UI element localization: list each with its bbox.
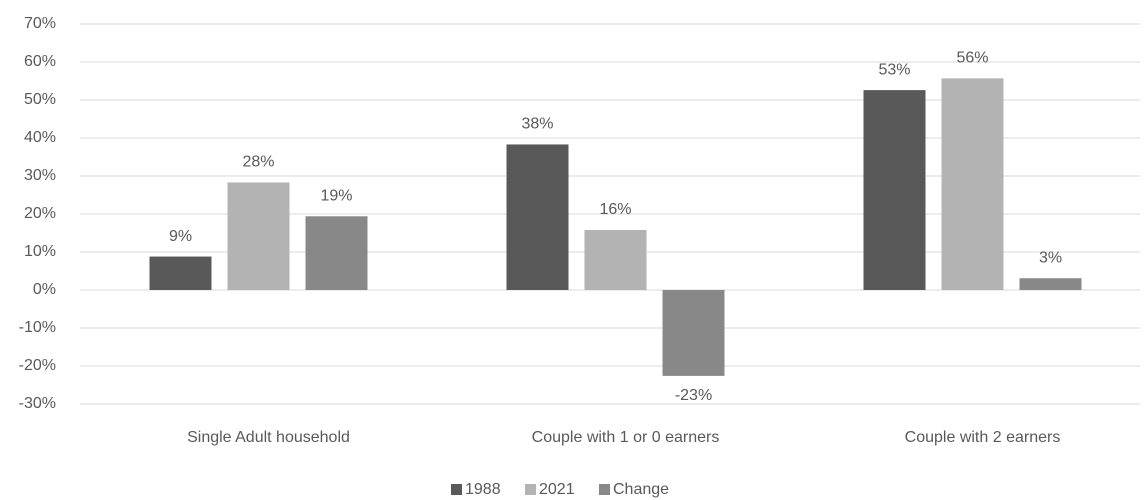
legend-swatch [525, 484, 536, 495]
data-label: 53% [878, 61, 910, 78]
y-tick-label: 30% [24, 167, 56, 184]
y-tick-label: -20% [19, 357, 56, 374]
data-label: 9% [169, 228, 192, 245]
data-label: 19% [320, 187, 352, 204]
bar [305, 216, 368, 290]
data-label: 16% [599, 201, 631, 218]
legend-label: Change [613, 481, 669, 498]
y-tick-label: 40% [24, 129, 56, 146]
bar [1019, 278, 1082, 290]
data-label: 56% [956, 50, 988, 67]
y-tick-label: -10% [19, 319, 56, 336]
bar [227, 182, 290, 290]
data-label: 3% [1039, 249, 1062, 266]
bar [941, 78, 1004, 290]
y-tick-label: 20% [24, 205, 56, 222]
x-tick-label: Couple with 1 or 0 earners [532, 429, 720, 446]
bar [863, 90, 926, 291]
legend-swatch [599, 484, 610, 495]
y-tick-label: 60% [24, 53, 56, 70]
y-tick-label: 50% [24, 91, 56, 108]
bar [584, 229, 647, 290]
y-tick-label: -30% [19, 395, 56, 412]
bar [506, 144, 569, 290]
bar [149, 256, 212, 290]
legend-label: 1988 [465, 481, 501, 498]
y-tick-label: 70% [24, 15, 56, 32]
legend-label: 2021 [539, 481, 575, 498]
bar [662, 290, 725, 376]
data-label: 38% [521, 116, 553, 133]
data-label: 28% [242, 154, 274, 171]
x-tick-label: Couple with 2 earners [905, 429, 1061, 446]
data-label: -23% [675, 387, 712, 404]
y-tick-label: 10% [24, 243, 56, 260]
legend-swatch [451, 484, 462, 495]
y-tick-label: 0% [33, 281, 56, 298]
x-tick-label: Single Adult household [187, 429, 350, 446]
